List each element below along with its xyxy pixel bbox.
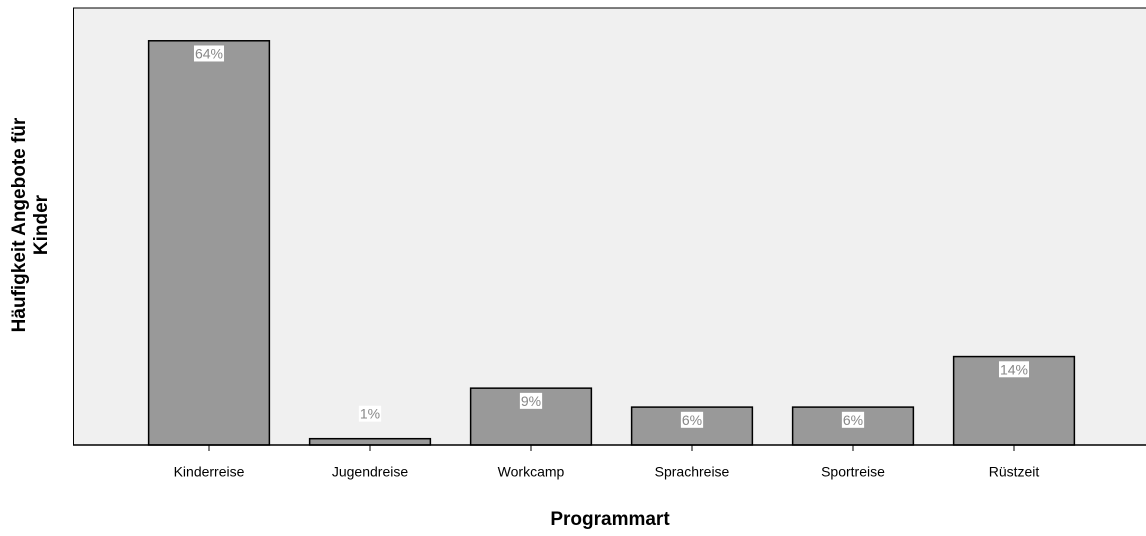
y-axis-title-line: Kinder	[31, 194, 52, 255]
data-label-bg	[680, 411, 704, 428]
data-label-bg	[519, 392, 543, 409]
data-label: 6%	[843, 412, 863, 428]
x-tick-label: Workcamp	[498, 464, 565, 480]
data-label-bg	[841, 411, 865, 428]
data-label: 1%	[360, 406, 380, 422]
x-tick-label: Sprachreise	[655, 464, 730, 480]
y-axis-title: Häufigkeit Angebote für Kinder	[9, 117, 52, 332]
data-label: 6%	[682, 412, 702, 428]
x-tick-label: Jugendreise	[332, 464, 408, 480]
data-label: 14%	[1000, 361, 1028, 377]
x-axis-title: Programmart	[550, 509, 670, 530]
y-axis-title-line: Häufigkeit Angebote für	[9, 117, 30, 332]
x-tick-label: Sportreise	[821, 464, 885, 480]
bar	[147, 40, 271, 446]
data-label: 9%	[521, 393, 541, 409]
x-tick-label: Kinderreise	[174, 464, 245, 480]
x-tick-label: Rüstzeit	[989, 464, 1040, 480]
data-label: 64%	[195, 45, 223, 61]
data-label-bg	[998, 361, 1030, 378]
bar	[308, 437, 432, 446]
data-label-bg	[358, 405, 382, 422]
data-label-bg	[193, 45, 225, 62]
